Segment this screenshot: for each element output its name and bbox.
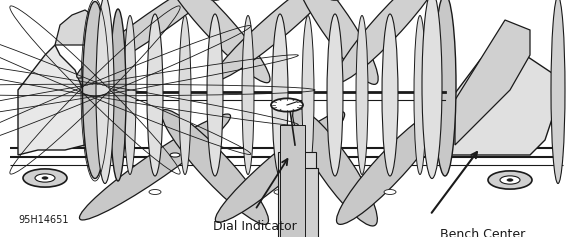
Ellipse shape (292, 0, 378, 84)
Ellipse shape (77, 0, 233, 78)
Ellipse shape (179, 15, 191, 174)
Ellipse shape (422, 0, 442, 178)
Circle shape (23, 169, 67, 187)
Ellipse shape (335, 0, 445, 83)
Polygon shape (450, 40, 555, 155)
Ellipse shape (83, 1, 108, 178)
Bar (280, 125, 305, 237)
Ellipse shape (215, 112, 345, 222)
Polygon shape (55, 10, 100, 45)
Bar (288, 168, 318, 237)
Circle shape (488, 171, 532, 189)
Ellipse shape (327, 14, 343, 176)
Circle shape (170, 153, 180, 157)
Ellipse shape (434, 0, 456, 176)
Circle shape (500, 176, 520, 184)
Ellipse shape (160, 0, 270, 83)
Circle shape (42, 177, 48, 179)
Ellipse shape (242, 15, 254, 174)
Ellipse shape (162, 110, 269, 224)
Ellipse shape (272, 14, 288, 176)
Polygon shape (18, 45, 85, 155)
Ellipse shape (96, 0, 114, 183)
Text: Bench Center: Bench Center (440, 228, 525, 237)
Polygon shape (455, 20, 530, 145)
Ellipse shape (551, 0, 565, 183)
Text: 95H14651: 95H14651 (18, 215, 69, 225)
Ellipse shape (124, 15, 136, 174)
Ellipse shape (414, 15, 426, 174)
Circle shape (274, 190, 286, 195)
Ellipse shape (110, 9, 126, 181)
Ellipse shape (336, 110, 444, 224)
Ellipse shape (356, 15, 368, 174)
Text: Dial Indicator: Dial Indicator (213, 220, 297, 233)
Ellipse shape (147, 14, 163, 176)
Ellipse shape (382, 14, 398, 176)
Circle shape (507, 179, 513, 181)
Ellipse shape (80, 114, 230, 220)
Ellipse shape (293, 108, 378, 226)
Circle shape (35, 174, 55, 182)
Circle shape (149, 190, 161, 195)
Circle shape (271, 98, 303, 112)
Circle shape (384, 190, 396, 195)
Ellipse shape (207, 14, 223, 176)
Ellipse shape (302, 15, 314, 174)
Ellipse shape (213, 0, 347, 81)
Bar (278, 152, 316, 237)
